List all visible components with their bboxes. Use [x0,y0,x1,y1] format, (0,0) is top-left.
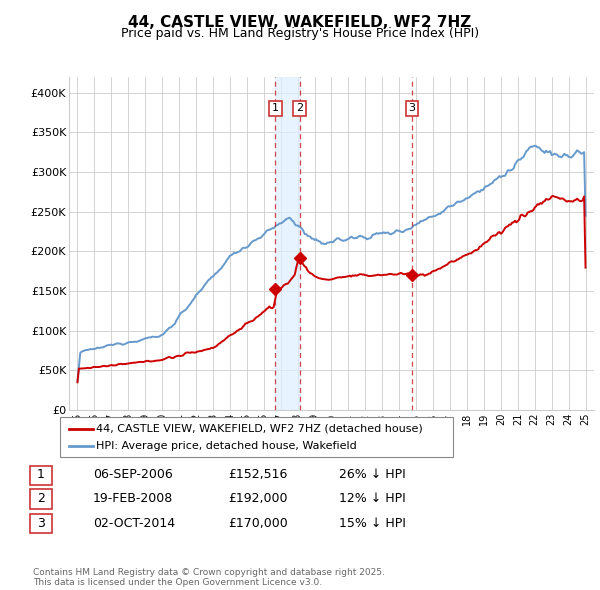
Text: 2: 2 [296,103,304,113]
Text: 3: 3 [37,517,45,530]
Text: HPI: Average price, detached house, Wakefield: HPI: Average price, detached house, Wake… [96,441,357,451]
Text: £170,000: £170,000 [228,517,288,530]
Text: 1: 1 [37,468,45,481]
Text: 06-SEP-2006: 06-SEP-2006 [93,468,173,481]
Text: £152,516: £152,516 [228,468,287,481]
Text: 26% ↓ HPI: 26% ↓ HPI [339,468,406,481]
Text: 44, CASTLE VIEW, WAKEFIELD, WF2 7HZ: 44, CASTLE VIEW, WAKEFIELD, WF2 7HZ [128,15,472,30]
Text: 1: 1 [272,103,279,113]
Text: 02-OCT-2014: 02-OCT-2014 [93,517,175,530]
Text: £192,000: £192,000 [228,492,287,505]
Text: 15% ↓ HPI: 15% ↓ HPI [339,517,406,530]
Bar [275,77,300,410]
Text: 3: 3 [409,103,415,113]
Text: 12% ↓ HPI: 12% ↓ HPI [339,492,406,505]
Text: Price paid vs. HM Land Registry's House Price Index (HPI): Price paid vs. HM Land Registry's House … [121,27,479,40]
Text: 44, CASTLE VIEW, WAKEFIELD, WF2 7HZ (detached house): 44, CASTLE VIEW, WAKEFIELD, WF2 7HZ (det… [96,424,423,434]
Text: 19-FEB-2008: 19-FEB-2008 [93,492,173,505]
Text: Contains HM Land Registry data © Crown copyright and database right 2025.
This d: Contains HM Land Registry data © Crown c… [33,568,385,587]
Text: 2: 2 [37,492,45,505]
